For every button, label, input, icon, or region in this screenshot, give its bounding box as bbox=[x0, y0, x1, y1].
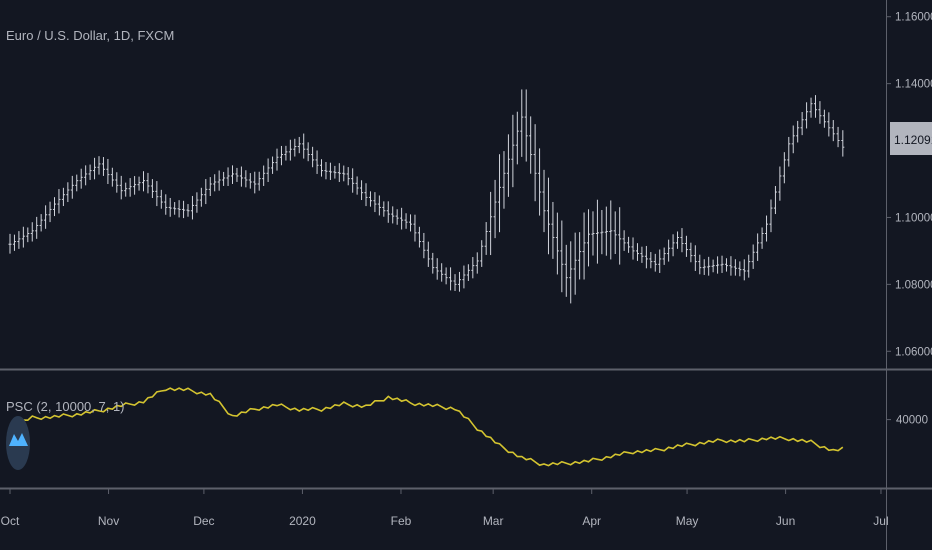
time-axis-tick-label: Nov bbox=[98, 514, 119, 528]
indicator-logo[interactable] bbox=[6, 416, 30, 470]
price-axis-tick-label: 1.10000 bbox=[895, 212, 932, 224]
price-bars-group bbox=[8, 89, 845, 304]
main-pane-title: Euro / U.S. Dollar, 1D, FXCM bbox=[6, 28, 174, 43]
price-axis-tick-label: 1.16000 bbox=[895, 12, 932, 24]
time-axis-tick-label: Mar bbox=[483, 514, 504, 528]
indicator-axis-tick-label: 40000 bbox=[896, 415, 928, 427]
last-price-tag: 1.12091 bbox=[890, 122, 932, 155]
time-axis-tick-label: Dec bbox=[193, 514, 214, 528]
time-axis-tick-label: Feb bbox=[391, 514, 412, 528]
last-price-tag-bg bbox=[890, 122, 932, 155]
time-axis-tick-label: Oct bbox=[1, 514, 20, 528]
price-axis-tick-label: 1.14000 bbox=[895, 79, 932, 91]
indicator-pane-title: PSC (2, 10000, 7, 1) bbox=[6, 399, 125, 414]
price-axis-tick-label: 1.06000 bbox=[895, 346, 932, 358]
psc-indicator-line bbox=[9, 387, 844, 467]
mountain-icon bbox=[9, 433, 28, 446]
time-axis-tick-label: Jul bbox=[873, 514, 888, 528]
time-axis-tick-label: 2020 bbox=[289, 514, 316, 528]
indicator-line-group bbox=[9, 387, 844, 467]
time-axis-tick-label: Apr bbox=[582, 514, 601, 528]
time-axis-tick-label: May bbox=[676, 514, 699, 528]
last-price-tag-text: 1.12091 bbox=[894, 133, 932, 147]
time-axis-tick-label: Jun bbox=[776, 514, 795, 528]
price-axis-tick-label: 1.08000 bbox=[895, 279, 932, 291]
